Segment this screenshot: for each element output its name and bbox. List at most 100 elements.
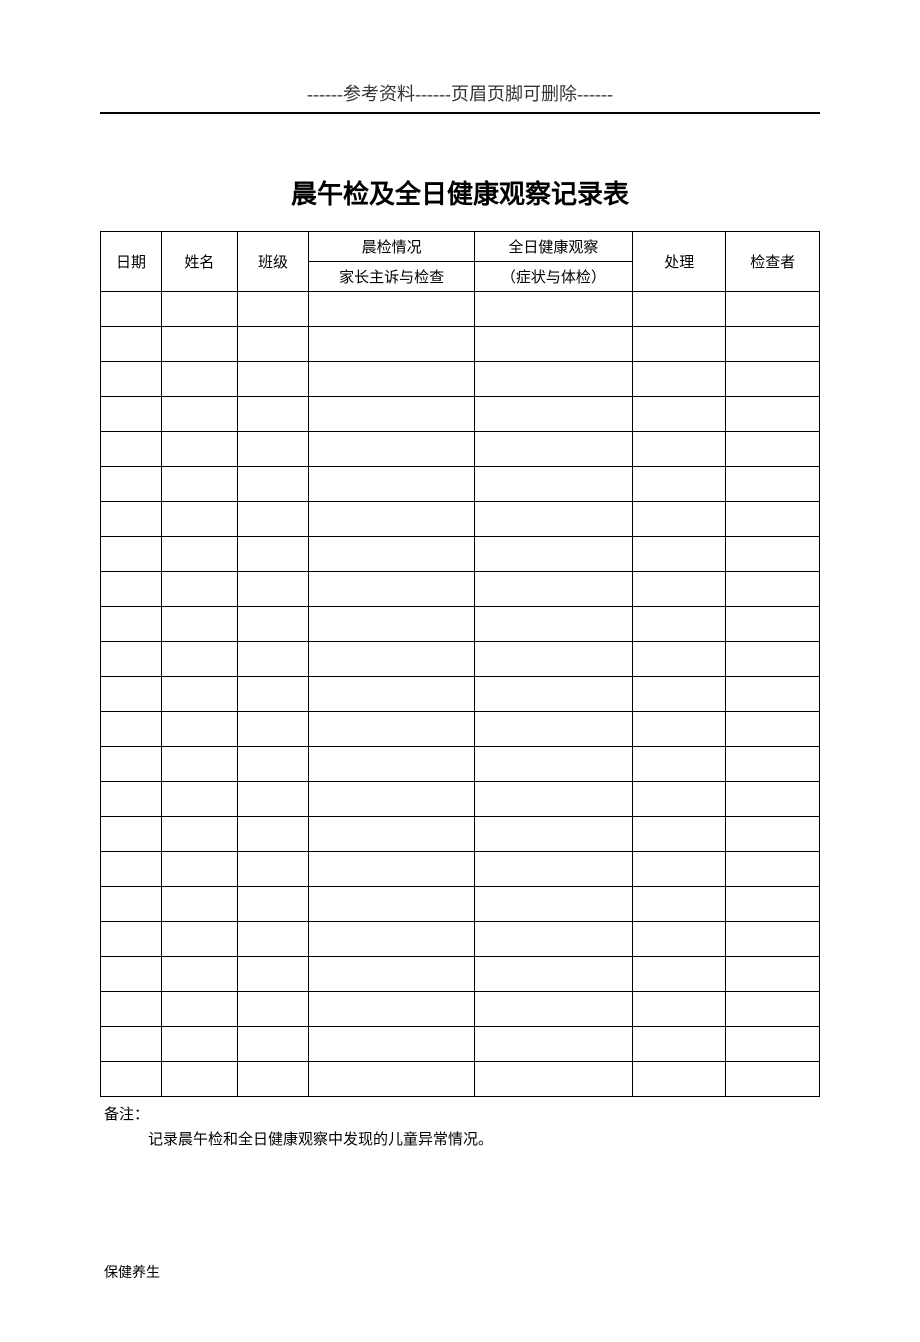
table-cell — [726, 607, 820, 642]
table-cell — [237, 292, 309, 327]
table-row — [101, 957, 820, 992]
table-cell — [633, 747, 726, 782]
table-cell — [726, 1062, 820, 1097]
table-row — [101, 397, 820, 432]
table-cell — [726, 502, 820, 537]
table-cell — [101, 852, 162, 887]
table-cell — [309, 817, 474, 852]
table-cell — [162, 432, 237, 467]
table-row — [101, 852, 820, 887]
table-cell — [726, 537, 820, 572]
table-cell — [633, 537, 726, 572]
table-cell — [474, 922, 632, 957]
table-cell — [309, 607, 474, 642]
table-cell — [726, 467, 820, 502]
table-cell — [101, 782, 162, 817]
table-cell — [162, 852, 237, 887]
table-cell — [101, 747, 162, 782]
table-cell — [309, 537, 474, 572]
table-cell — [101, 922, 162, 957]
table-row — [101, 992, 820, 1027]
table-cell — [633, 817, 726, 852]
table-cell — [726, 327, 820, 362]
header-rule — [100, 112, 820, 114]
table-row — [101, 292, 820, 327]
table-cell — [162, 502, 237, 537]
table-cell — [101, 502, 162, 537]
table-cell — [474, 642, 632, 677]
table-cell — [726, 922, 820, 957]
table-cell — [474, 502, 632, 537]
table-cell — [309, 712, 474, 747]
table-cell — [162, 362, 237, 397]
table-cell — [633, 292, 726, 327]
table-cell — [237, 397, 309, 432]
table-body — [101, 292, 820, 1097]
table-cell — [162, 537, 237, 572]
document-title: 晨午检及全日健康观察记录表 — [100, 174, 820, 211]
table-header: 日期 姓名 班级 晨检情况 全日健康观察 处理 检查者 家长主诉与检查 （症状与… — [101, 232, 820, 292]
table-cell — [474, 747, 632, 782]
table-cell — [309, 502, 474, 537]
col-header-name: 姓名 — [162, 232, 237, 292]
table-row — [101, 1062, 820, 1097]
table-cell — [474, 957, 632, 992]
table-cell — [633, 852, 726, 887]
table-cell — [162, 1027, 237, 1062]
table-cell — [237, 607, 309, 642]
table-cell — [726, 572, 820, 607]
table-cell — [237, 1027, 309, 1062]
table-cell — [726, 887, 820, 922]
table-cell — [101, 677, 162, 712]
table-cell — [237, 992, 309, 1027]
table-cell — [162, 292, 237, 327]
table-cell — [309, 1062, 474, 1097]
table-cell — [474, 292, 632, 327]
table-cell — [309, 572, 474, 607]
table-cell — [162, 467, 237, 502]
table-cell — [474, 362, 632, 397]
table-cell — [101, 642, 162, 677]
table-cell — [633, 607, 726, 642]
table-cell — [633, 712, 726, 747]
table-cell — [726, 782, 820, 817]
table-cell — [101, 817, 162, 852]
table-cell — [309, 397, 474, 432]
table-cell — [726, 817, 820, 852]
table-cell — [237, 642, 309, 677]
footer-text: 保健养生 — [104, 1262, 820, 1282]
table-cell — [726, 992, 820, 1027]
table-cell — [474, 677, 632, 712]
col-subheader-allday-obs: （症状与体检） — [474, 262, 632, 292]
table-cell — [237, 537, 309, 572]
table-cell — [726, 362, 820, 397]
table-cell — [474, 432, 632, 467]
table-cell — [309, 432, 474, 467]
notes-section: 备注： 记录晨午检和全日健康观察中发现的儿童异常情况。 — [100, 1103, 820, 1152]
table-cell — [726, 852, 820, 887]
table-cell — [162, 1062, 237, 1097]
table-cell — [237, 957, 309, 992]
table-cell — [162, 677, 237, 712]
table-cell — [101, 712, 162, 747]
table-cell — [162, 992, 237, 1027]
table-row — [101, 782, 820, 817]
table-cell — [474, 817, 632, 852]
table-cell — [237, 852, 309, 887]
table-cell — [633, 957, 726, 992]
table-cell — [237, 747, 309, 782]
table-cell — [162, 572, 237, 607]
table-cell — [237, 327, 309, 362]
table-cell — [309, 992, 474, 1027]
table-cell — [633, 327, 726, 362]
table-cell — [101, 957, 162, 992]
table-cell — [162, 817, 237, 852]
table-cell — [633, 432, 726, 467]
col-header-checker: 检查者 — [726, 232, 820, 292]
table-cell — [309, 362, 474, 397]
table-cell — [309, 957, 474, 992]
notes-label: 备注： — [104, 1103, 820, 1124]
table-cell — [633, 1062, 726, 1097]
table-row — [101, 922, 820, 957]
table-cell — [101, 292, 162, 327]
